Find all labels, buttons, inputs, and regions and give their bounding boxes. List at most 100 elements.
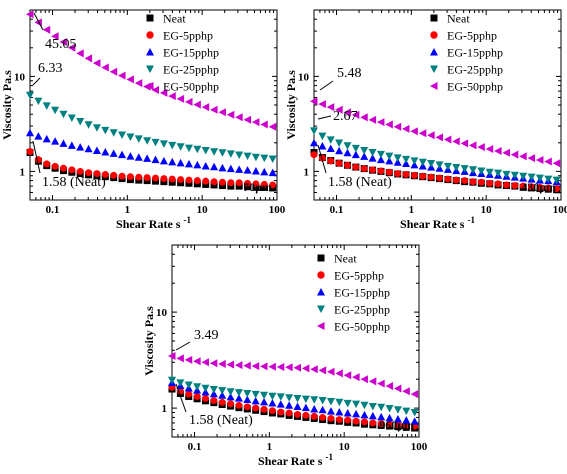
data-point — [402, 155, 411, 164]
data-point — [402, 387, 410, 396]
data-point — [84, 121, 93, 129]
data-point — [234, 394, 243, 402]
data-point — [218, 149, 227, 157]
data-point — [310, 412, 318, 420]
x-axis-label-sup: -1 — [183, 215, 191, 225]
data-point — [519, 172, 528, 181]
data-point — [385, 413, 394, 422]
legend-label-eg-50pphp: EG-50pphp — [447, 80, 503, 94]
x-tick-label: 100 — [269, 204, 286, 216]
data-point — [444, 175, 452, 183]
legend-label-eg-15pphp: EG-15pphp — [334, 286, 390, 300]
x-tick-label: 100 — [411, 441, 428, 453]
data-point — [469, 178, 477, 186]
data-point — [68, 166, 76, 174]
y-tick-label: 10 — [14, 71, 26, 83]
data-point — [243, 166, 252, 174]
data-point — [201, 358, 209, 367]
data-point — [202, 395, 209, 402]
x-axis-label: Shear Rate s -1 — [258, 452, 333, 468]
data-point — [443, 162, 452, 171]
data-point — [385, 405, 394, 413]
data-point — [51, 162, 59, 170]
data-point — [260, 154, 269, 163]
data-point — [143, 137, 152, 145]
annotation-label: 45.05 — [45, 37, 77, 52]
data-point — [394, 170, 402, 177]
data-point — [209, 359, 218, 368]
data-point — [268, 399, 277, 407]
data-point — [402, 170, 410, 178]
data-point — [393, 154, 402, 162]
legend-marker-neat — [430, 14, 438, 22]
data-point — [151, 85, 160, 94]
data-point — [193, 357, 201, 366]
data-point — [252, 180, 260, 188]
legend-label-eg-25pphp: EG-25pphp — [163, 63, 219, 77]
data-point — [26, 128, 34, 137]
data-point — [185, 176, 193, 184]
data-point — [460, 165, 469, 173]
data-point — [335, 416, 343, 423]
data-point — [234, 389, 243, 397]
data-point — [503, 181, 510, 189]
data-point — [260, 362, 268, 371]
data-point — [386, 420, 394, 428]
data-point — [243, 152, 252, 161]
data-point — [51, 137, 60, 145]
data-point — [327, 157, 335, 165]
annotation-leader-line — [32, 140, 41, 174]
data-point — [385, 168, 393, 176]
data-point — [85, 169, 93, 177]
data-point — [60, 164, 67, 172]
series-eg-15pphp — [26, 128, 277, 177]
data-point — [210, 162, 219, 171]
data-point — [235, 165, 244, 173]
data-point — [59, 110, 68, 119]
data-point — [535, 174, 544, 183]
data-point — [360, 152, 369, 160]
y-tick-label: 1 — [304, 166, 310, 178]
legend-label-neat: Neat — [334, 252, 357, 266]
data-point — [42, 102, 51, 110]
data-point — [168, 376, 176, 385]
data-point — [76, 143, 85, 151]
data-point — [377, 167, 385, 175]
legend-marker-eg-25pphp — [430, 65, 438, 73]
data-point — [486, 179, 494, 187]
data-point — [218, 108, 226, 117]
legend-label-eg-15pphp: EG-15pphp — [163, 46, 219, 60]
data-point — [343, 371, 352, 380]
legend-marker-eg-50pphp — [146, 82, 154, 90]
data-point — [410, 127, 418, 136]
data-point — [343, 399, 352, 408]
data-point — [310, 365, 318, 374]
y-axis-label: Viscosity Pa.s — [0, 70, 14, 140]
data-point — [535, 155, 544, 164]
data-point — [343, 142, 352, 150]
data-point — [335, 105, 343, 114]
data-point — [502, 148, 510, 157]
data-point — [319, 413, 327, 421]
data-point — [243, 403, 251, 411]
legend-marker-eg-25pphp — [317, 305, 325, 313]
data-point — [134, 153, 143, 161]
data-point — [201, 103, 210, 112]
data-point — [443, 135, 452, 144]
annotation-leader-line — [317, 115, 332, 120]
legend-label-eg-25pphp: EG-25pphp — [334, 303, 390, 317]
data-point — [293, 363, 302, 372]
data-point — [285, 401, 294, 409]
data-point — [193, 393, 201, 400]
data-point — [544, 157, 552, 166]
data-point — [285, 363, 293, 372]
data-point — [410, 417, 419, 425]
data-point — [67, 141, 76, 149]
data-point — [110, 171, 118, 179]
data-point — [201, 146, 210, 155]
data-point — [168, 141, 177, 150]
data-point — [268, 362, 276, 371]
legend: Neat EG-5pphp EG-15pphp EG-25pphp EG-50pphp — [146, 12, 219, 94]
x-tick-label: 1 — [267, 441, 273, 453]
data-point — [544, 175, 553, 184]
